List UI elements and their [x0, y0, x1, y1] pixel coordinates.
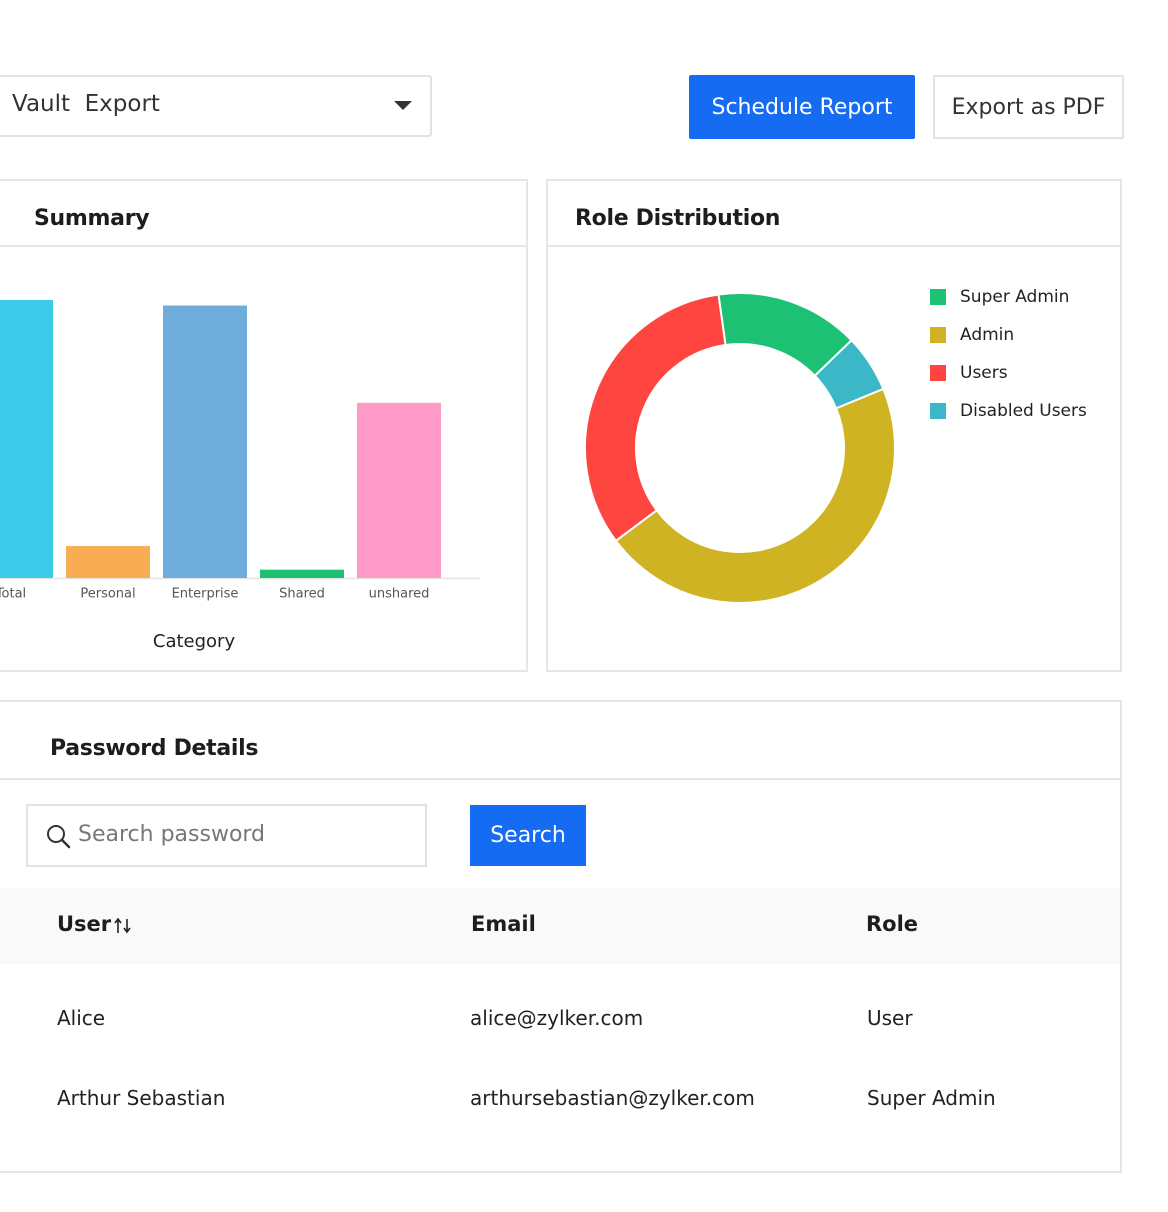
dropdown-caret: [394, 101, 412, 110]
cell: Alice: [57, 1006, 106, 1030]
column-header: Role: [866, 912, 919, 936]
column-header: Email: [471, 912, 536, 936]
search-button[interactable]: Search: [470, 805, 586, 866]
divider: [0, 778, 1120, 780]
password-panel: Password Details Search password Search …: [0, 700, 1122, 1173]
dropdown[interactable]: Vault Export: [0, 75, 432, 137]
search-placeholder: Search password: [78, 822, 266, 847]
dropdown-label: Vault Export: [12, 91, 160, 117]
sort-icon[interactable]: [114, 918, 132, 934]
cell: arthursebastian@zylker.com: [470, 1086, 755, 1110]
summary-panel: Summary: [0, 179, 528, 672]
panel-title: Password Details: [50, 736, 259, 761]
cell: User: [867, 1006, 913, 1030]
cell: Arthur Sebastian: [57, 1086, 226, 1110]
search-input[interactable]: Search password: [26, 804, 427, 867]
panel-title: Summary: [34, 206, 150, 231]
divider: [548, 245, 1120, 247]
cell: Super Admin: [867, 1086, 996, 1110]
table-header: User Email Role: [0, 888, 1120, 964]
schedule-report-button[interactable]: Schedule Report: [689, 75, 915, 139]
cell: alice@zylker.com: [470, 1006, 644, 1030]
export-pdf-button[interactable]: Export as PDF: [933, 75, 1124, 139]
divider: [0, 245, 526, 247]
panel-title: Role Distribution: [575, 206, 781, 231]
column-header[interactable]: User: [57, 912, 112, 936]
role-panel: Role Distribution: [546, 179, 1122, 672]
search-icon: [47, 825, 71, 849]
